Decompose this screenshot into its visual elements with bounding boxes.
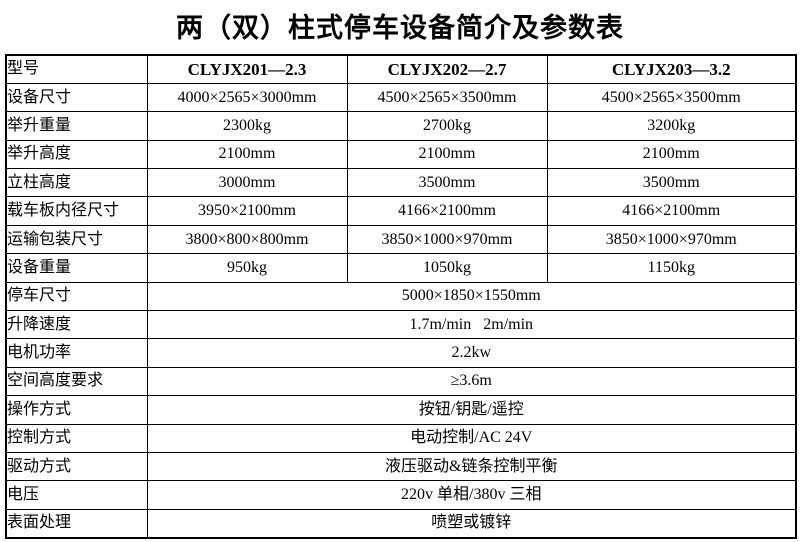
cell-value: 2300kg (146, 111, 348, 141)
row-label: 举升重量 (5, 111, 148, 141)
cell-value: 3500mm (546, 168, 797, 198)
cell-value-span: 5000×1850×1550mm (146, 281, 797, 312)
cell-value: 3800×800×800mm (146, 224, 348, 255)
row-label: 操作方式 (5, 395, 148, 425)
cell-value-span: 按钮/钥匙/遥控 (146, 395, 797, 425)
table-row: 电机功率 2.2kw (5, 338, 797, 368)
row-label: 空间高度要求 (5, 366, 148, 397)
row-label: 电机功率 (5, 338, 148, 368)
row-label: 设备重量 (5, 253, 148, 283)
row-label: 电压 (5, 480, 148, 510)
row-label: 升降速度 (5, 310, 148, 340)
cell-value: 3000mm (146, 168, 348, 198)
table-row: 立柱高度 3000mm 3500mm 3500mm (5, 168, 797, 198)
cell-value: 4166×2100mm (546, 196, 797, 226)
cell-value-span: 电动控制/AC 24V (146, 423, 797, 453)
table-row: 设备尺寸 4000×2565×3000mm 4500×2565×3500mm 4… (5, 82, 797, 113)
row-label: 载车板内径尺寸 (5, 196, 148, 226)
row-label: 控制方式 (5, 423, 148, 453)
table-row: 操作方式 按钮/钥匙/遥控 (5, 395, 797, 425)
table-row: 设备重量 950kg 1050kg 1150kg (5, 253, 797, 283)
cell-value-span: 喷塑或镀锌 (146, 508, 797, 539)
row-label: 停车尺寸 (5, 281, 148, 312)
row-label: 设备尺寸 (5, 82, 148, 113)
table-row: 举升重量 2300kg 2700kg 3200kg (5, 111, 797, 141)
cell-value: 2700kg (346, 111, 548, 141)
cell-value: 2100mm (346, 139, 548, 170)
table-row: 表面处理 喷塑或镀锌 (5, 508, 797, 539)
cell-value: 4500×2565×3500mm (346, 82, 548, 113)
cell-value: 3950×2100mm (146, 196, 348, 226)
row-label: 型号 (5, 54, 148, 84)
cell-value: 3850×1000×970mm (346, 224, 548, 255)
table-row-model: 型号 CLYJX201—2.3 CLYJX202—2.7 CLYJX203—3.… (5, 54, 797, 84)
cell-value-span: 1.7m/min 2m/min (146, 310, 797, 340)
row-label: 驱动方式 (5, 451, 148, 482)
cell-value-span: 液压驱动&链条控制平衡 (146, 451, 797, 482)
table-row: 停车尺寸 5000×1850×1550mm (5, 281, 797, 312)
cell-value: 3200kg (546, 111, 797, 141)
cell-value: 4500×2565×3500mm (546, 82, 797, 113)
cell-value: CLYJX201—2.3 (146, 54, 348, 84)
row-label: 举升高度 (5, 139, 148, 170)
page-title: 两（双）柱式停车设备简介及参数表 (176, 13, 624, 43)
table-row: 驱动方式 液压驱动&链条控制平衡 (5, 451, 797, 482)
cell-value: 1050kg (346, 253, 548, 283)
spec-table: 型号 CLYJX201—2.3 CLYJX202—2.7 CLYJX203—3.… (5, 54, 797, 539)
table-row: 电压 220v 单相/380v 三相 (5, 480, 797, 510)
cell-value: 4000×2565×3000mm (146, 82, 348, 113)
cell-value: CLYJX203—3.2 (546, 54, 797, 84)
cell-value: 3500mm (346, 168, 548, 198)
table-row: 控制方式 电动控制/AC 24V (5, 423, 797, 453)
cell-value: CLYJX202—2.7 (346, 54, 548, 84)
row-label: 表面处理 (5, 508, 148, 539)
row-label: 立柱高度 (5, 168, 148, 198)
table-row: 运输包装尺寸 3800×800×800mm 3850×1000×970mm 38… (5, 224, 797, 255)
cell-value-span: 220v 单相/380v 三相 (146, 480, 797, 510)
cell-value: 3850×1000×970mm (546, 224, 797, 255)
table-row: 空间高度要求 ≥3.6m (5, 366, 797, 397)
cell-value: 950kg (146, 253, 348, 283)
cell-value: 2100mm (146, 139, 348, 170)
cell-value: 1150kg (546, 253, 797, 283)
cell-value: 2100mm (546, 139, 797, 170)
cell-value: 4166×2100mm (346, 196, 548, 226)
cell-value-span: 2.2kw (146, 338, 797, 368)
row-label: 运输包装尺寸 (5, 224, 148, 255)
table-row: 举升高度 2100mm 2100mm 2100mm (5, 139, 797, 170)
table-row: 载车板内径尺寸 3950×2100mm 4166×2100mm 4166×210… (5, 196, 797, 226)
cell-value-span: ≥3.6m (146, 366, 797, 397)
table-row: 升降速度 1.7m/min 2m/min (5, 310, 797, 340)
